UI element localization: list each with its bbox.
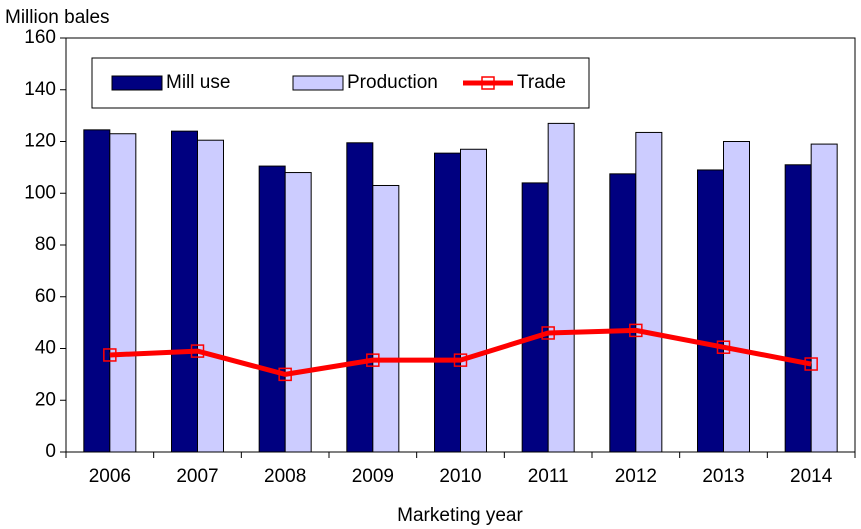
legend-label: Trade xyxy=(517,72,566,93)
y-tick-label: 140 xyxy=(24,79,56,100)
marker xyxy=(541,326,555,340)
legend-swatch xyxy=(292,75,344,91)
y-tick-label: 100 xyxy=(24,182,56,203)
bar xyxy=(109,133,137,453)
x-tick-label: 2012 xyxy=(615,466,657,487)
bar xyxy=(460,148,487,453)
x-tick-label: 2006 xyxy=(89,466,131,487)
bar xyxy=(284,172,312,453)
x-tick-label: 2009 xyxy=(352,466,394,487)
bar xyxy=(784,164,812,453)
bar xyxy=(83,129,111,453)
x-tick-label: 2011 xyxy=(528,466,569,487)
y-tick-label: 120 xyxy=(24,131,56,152)
bar xyxy=(521,182,549,453)
x-tick-label: 2007 xyxy=(176,466,218,487)
x-tick-label: 2014 xyxy=(790,466,833,487)
bar xyxy=(723,141,750,453)
x-tick-label: 2013 xyxy=(702,466,744,487)
marker xyxy=(629,323,643,338)
bar xyxy=(258,165,286,453)
bar xyxy=(434,152,461,453)
marker xyxy=(804,357,818,371)
bar xyxy=(372,184,400,453)
bar xyxy=(547,122,575,453)
legend: Mill use Production Trade xyxy=(91,57,590,109)
marker xyxy=(366,353,380,367)
y-tick-label: 20 xyxy=(35,389,56,410)
x-axis-title: Marketing year xyxy=(397,505,523,526)
y-tick-label: 40 xyxy=(35,338,56,359)
marker xyxy=(716,340,731,354)
bar xyxy=(609,173,637,453)
legend-swatch xyxy=(111,75,163,91)
y-tick-label: 160 xyxy=(24,27,56,48)
bar xyxy=(697,169,724,453)
y-axis-title: Million bales xyxy=(5,7,110,28)
legend-label: Production xyxy=(347,72,438,93)
marker xyxy=(103,348,117,362)
bar xyxy=(810,143,838,453)
y-tick-label: 80 xyxy=(35,234,56,255)
bar xyxy=(346,142,374,453)
legend-marker xyxy=(481,76,495,90)
legend-label: Mill use xyxy=(166,72,230,93)
bar xyxy=(197,139,224,453)
marker xyxy=(453,353,468,367)
bar xyxy=(171,130,198,453)
x-tick-label: 2008 xyxy=(264,466,306,487)
y-tick-label: 0 xyxy=(45,441,56,462)
x-tick-label: 2010 xyxy=(439,466,481,487)
y-tick-label: 60 xyxy=(35,286,56,307)
bar xyxy=(635,131,663,453)
marker xyxy=(278,367,292,382)
marker xyxy=(190,344,205,358)
line xyxy=(109,327,812,377)
